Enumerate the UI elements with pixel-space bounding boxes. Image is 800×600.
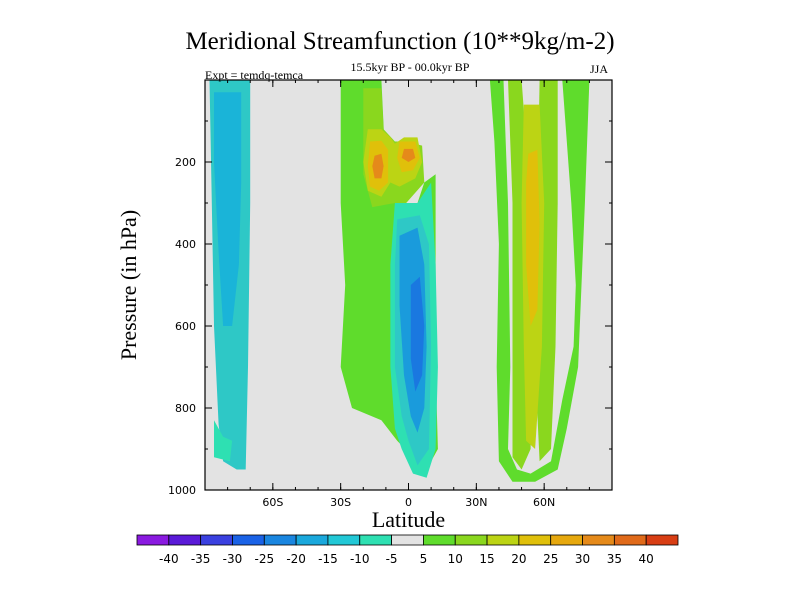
colorbar-label: -30 xyxy=(223,552,243,566)
colorbar-swatch xyxy=(423,534,456,546)
x-tick-label: 0 xyxy=(405,496,412,509)
colorbar-label: -35 xyxy=(191,552,211,566)
colorbar-swatch xyxy=(582,534,615,546)
x-tick-label: 30S xyxy=(330,496,351,509)
colorbar-label: 20 xyxy=(511,552,526,566)
y-tick-label: 400 xyxy=(175,238,196,251)
colorbar-swatch xyxy=(359,534,392,546)
colorbar-label: -20 xyxy=(286,552,306,566)
x-tick-label: 30N xyxy=(465,496,487,509)
contour-southern-band-light xyxy=(214,420,233,462)
experiment-label: Expt = temdq-temca xyxy=(205,68,304,82)
contour-tropical-positive-30 xyxy=(372,153,384,179)
colorbar-label: 25 xyxy=(543,552,558,566)
colorbar-label: 35 xyxy=(607,552,622,566)
x-tick-label: 60N xyxy=(533,496,555,509)
x-axis-label: Latitude xyxy=(372,507,445,532)
y-tick-label: 600 xyxy=(175,320,196,333)
contour-northern-positive-outer xyxy=(489,80,590,482)
colorbar-swatch xyxy=(486,534,520,546)
colorbar-label: 5 xyxy=(420,552,428,566)
y-tick-label: 200 xyxy=(175,156,196,169)
contour-northern-positive-20 xyxy=(526,149,540,326)
colorbar-label: -10 xyxy=(350,552,370,566)
colorbar-label: -5 xyxy=(386,552,398,566)
contour-regions xyxy=(209,80,590,482)
colorbar-swatch xyxy=(550,534,583,546)
colorbar-label: -15 xyxy=(318,552,338,566)
colorbar-swatch xyxy=(645,534,679,546)
colorbar-swatch xyxy=(327,534,361,546)
chart-subtitle: 15.5kyr BP - 00.0kyr BP xyxy=(350,60,470,74)
season-label: JJA xyxy=(590,62,609,76)
colorbar-swatch xyxy=(518,534,552,546)
colorbar-label: 15 xyxy=(479,552,494,566)
colorbar-label: 10 xyxy=(448,552,463,566)
contour-tropical-negative-25 xyxy=(410,276,425,392)
colorbar-swatch xyxy=(263,534,297,546)
y-axis-label: Pressure (in hPa) xyxy=(116,210,141,360)
colorbar-swatch xyxy=(200,534,233,546)
colorbar-swatch xyxy=(136,534,170,546)
y-tick-label: 800 xyxy=(175,402,196,415)
colorbar-label: -25 xyxy=(254,552,274,566)
colorbar-label: 30 xyxy=(575,552,590,566)
colorbar-swatch xyxy=(613,534,647,546)
chart-title: Meridional Streamfunction (10**9kg/m-2) xyxy=(185,28,615,55)
colorbar-label: 40 xyxy=(639,552,654,566)
colorbar-label: -40 xyxy=(159,552,179,566)
y-tick-label: 1000 xyxy=(168,484,196,497)
colorbar-swatch xyxy=(454,534,488,546)
x-tick-label: 60S xyxy=(262,496,283,509)
colorbar-swatch xyxy=(391,534,424,546)
contour-southern-high-lat-core xyxy=(214,92,242,326)
contour-tropical-positive-30b xyxy=(401,148,416,162)
colorbar-swatch xyxy=(232,534,265,546)
colorbar-swatch xyxy=(295,534,329,546)
colorbar-swatch xyxy=(168,534,202,546)
